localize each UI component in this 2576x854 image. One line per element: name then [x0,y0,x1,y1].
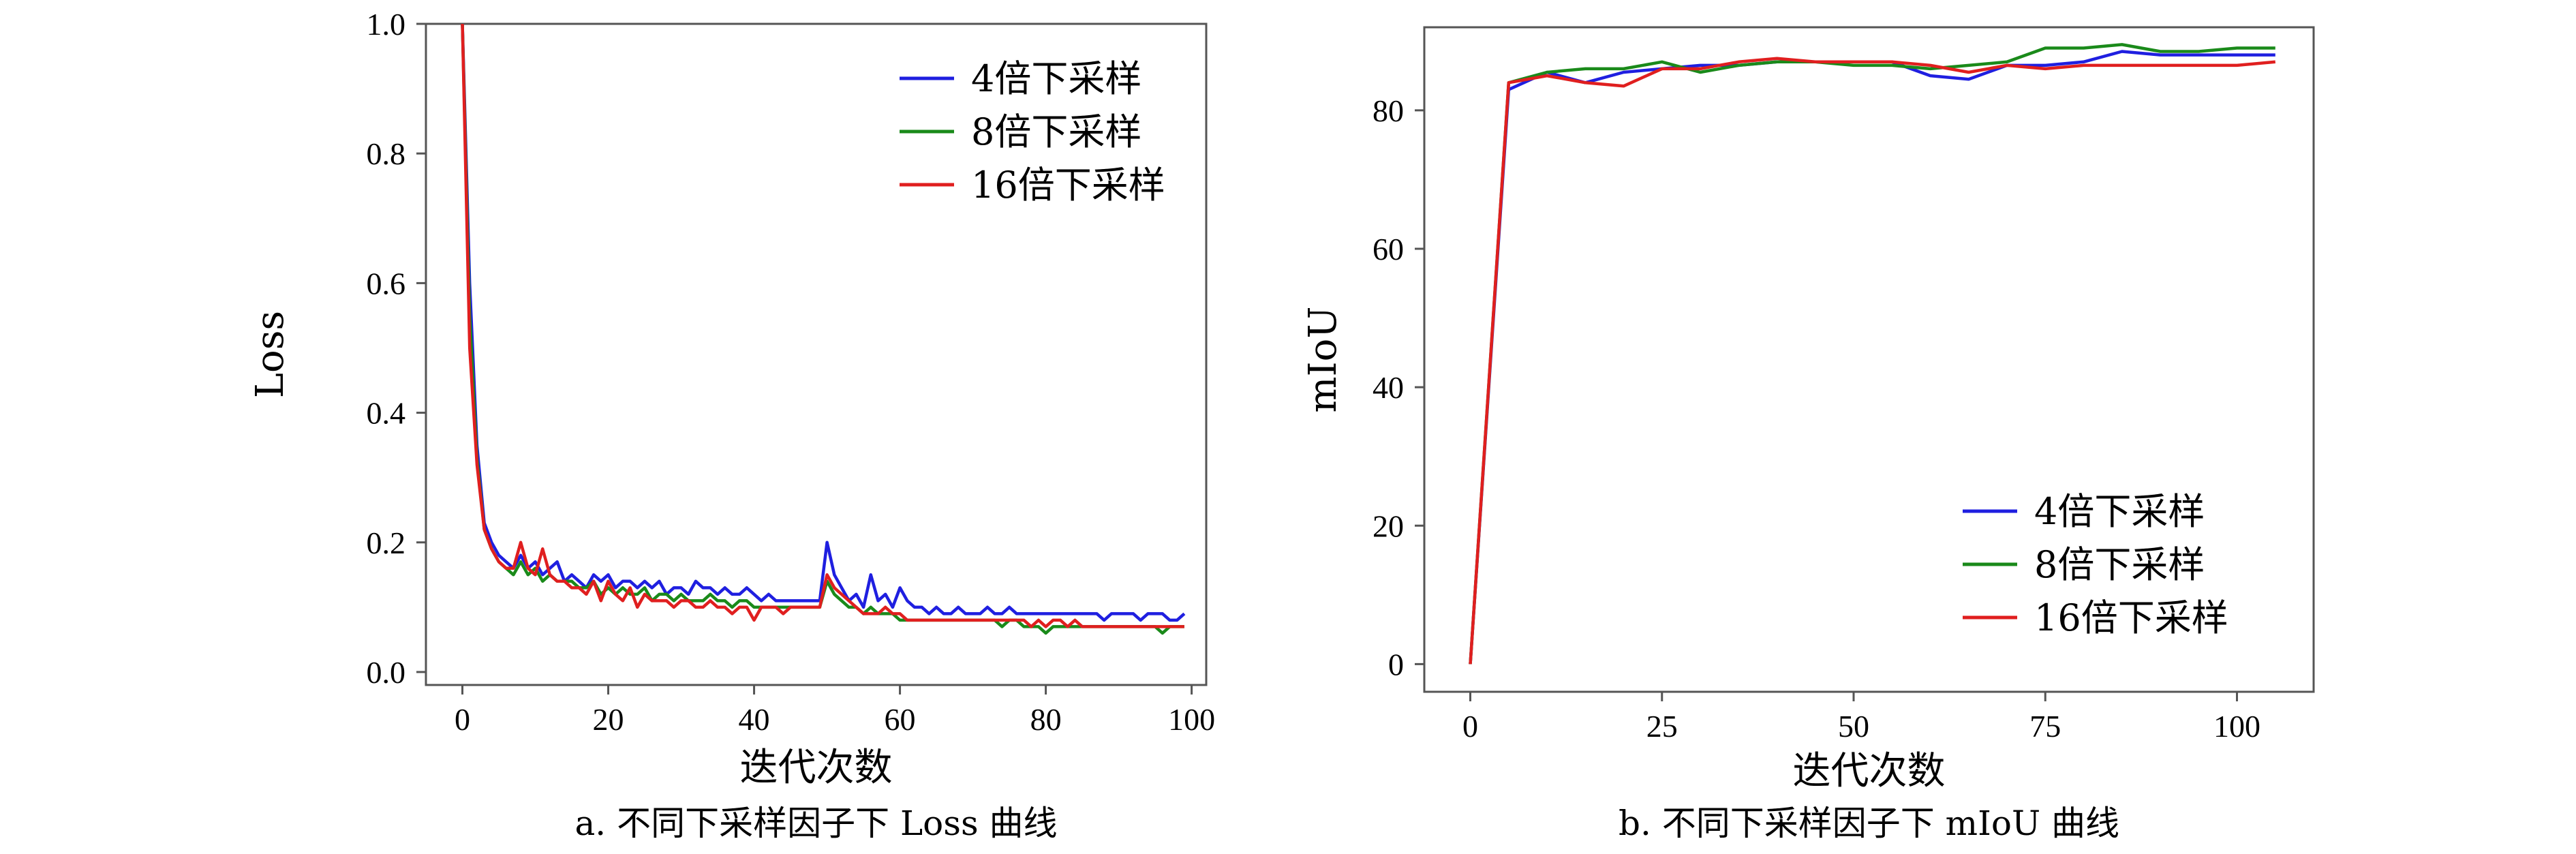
legend-entry-label: 4倍下采样 [2034,490,2205,533]
x-tick-label: 75 [2029,709,2061,744]
x-tick-label: 20 [593,702,624,737]
x-tick-label: 0 [455,702,470,737]
chart-panel-b: 0 25 50 75 100 0 20 40 60 80 mIoU 迭代次数 b. 不同下采样因子下 m… [1301,26,2315,843]
x-tick-label: 100 [2213,709,2260,744]
y-tick-label: 0.8 [367,136,406,171]
x-tick-label: 50 [1838,709,1869,744]
x-tick-label: 0 [1462,709,1478,744]
legend: 4倍下采样 8倍下采样 16倍下采样 [1963,490,2228,639]
y-tick-label: 0.2 [367,525,406,560]
series-line-16x [461,23,1184,628]
plot-frame [1423,26,2315,693]
x-tick-label: 40 [739,702,770,737]
y-tick-label: 0 [1388,647,1404,682]
series-line-16x [1469,57,2276,665]
y-tick-label: 80 [1373,93,1404,128]
legend: 4倍下采样 8倍下采样 16倍下采样 [900,57,1165,207]
series-line-4x [461,23,1186,622]
x-tick-label: 80 [1030,702,1062,737]
y-tick-label: 60 [1373,232,1404,266]
x-axis-label: 迭代次数 [1793,749,1946,793]
x-axis-label: 迭代次数 [740,746,893,790]
y-axis-label: mIoU [1301,306,1345,412]
y-axis-label: Loss [248,311,292,398]
y-tick-label: 40 [1373,370,1404,405]
legend-entry-label: 4倍下采样 [971,57,1141,100]
legend-entry-label: 8倍下采样 [2034,543,2205,586]
y-tick-label: 20 [1373,508,1404,543]
legend-entry-label: 16倍下采样 [971,164,1165,207]
figure-caption: a. 不同下采样因子下 Loss 曲线 [574,804,1057,843]
y-tick-label: 0.4 [367,396,406,431]
legend-entry-label: 8倍下采样 [971,110,1141,153]
y-tick-label: 0.0 [367,655,406,690]
figure-caption: b. 不同下采样因子下 mIoU 曲线 [1619,804,2119,843]
x-tick-label: 100 [1168,702,1215,737]
plot-frame [425,22,1208,686]
y-tick-label: 1.0 [367,7,406,42]
x-tick-label: 25 [1646,709,1678,744]
x-tick-label: 60 [885,702,916,737]
chart-panel-a: 0 20 40 60 80 100 0.0 0.2 0.4 0.6 0.8 1.0 Loss 迭代次数 a.… [248,7,1215,843]
legend-entry-label: 16倍下采样 [2034,596,2228,639]
y-tick-label: 0.6 [367,266,406,301]
series-line-8x [1469,43,2275,665]
